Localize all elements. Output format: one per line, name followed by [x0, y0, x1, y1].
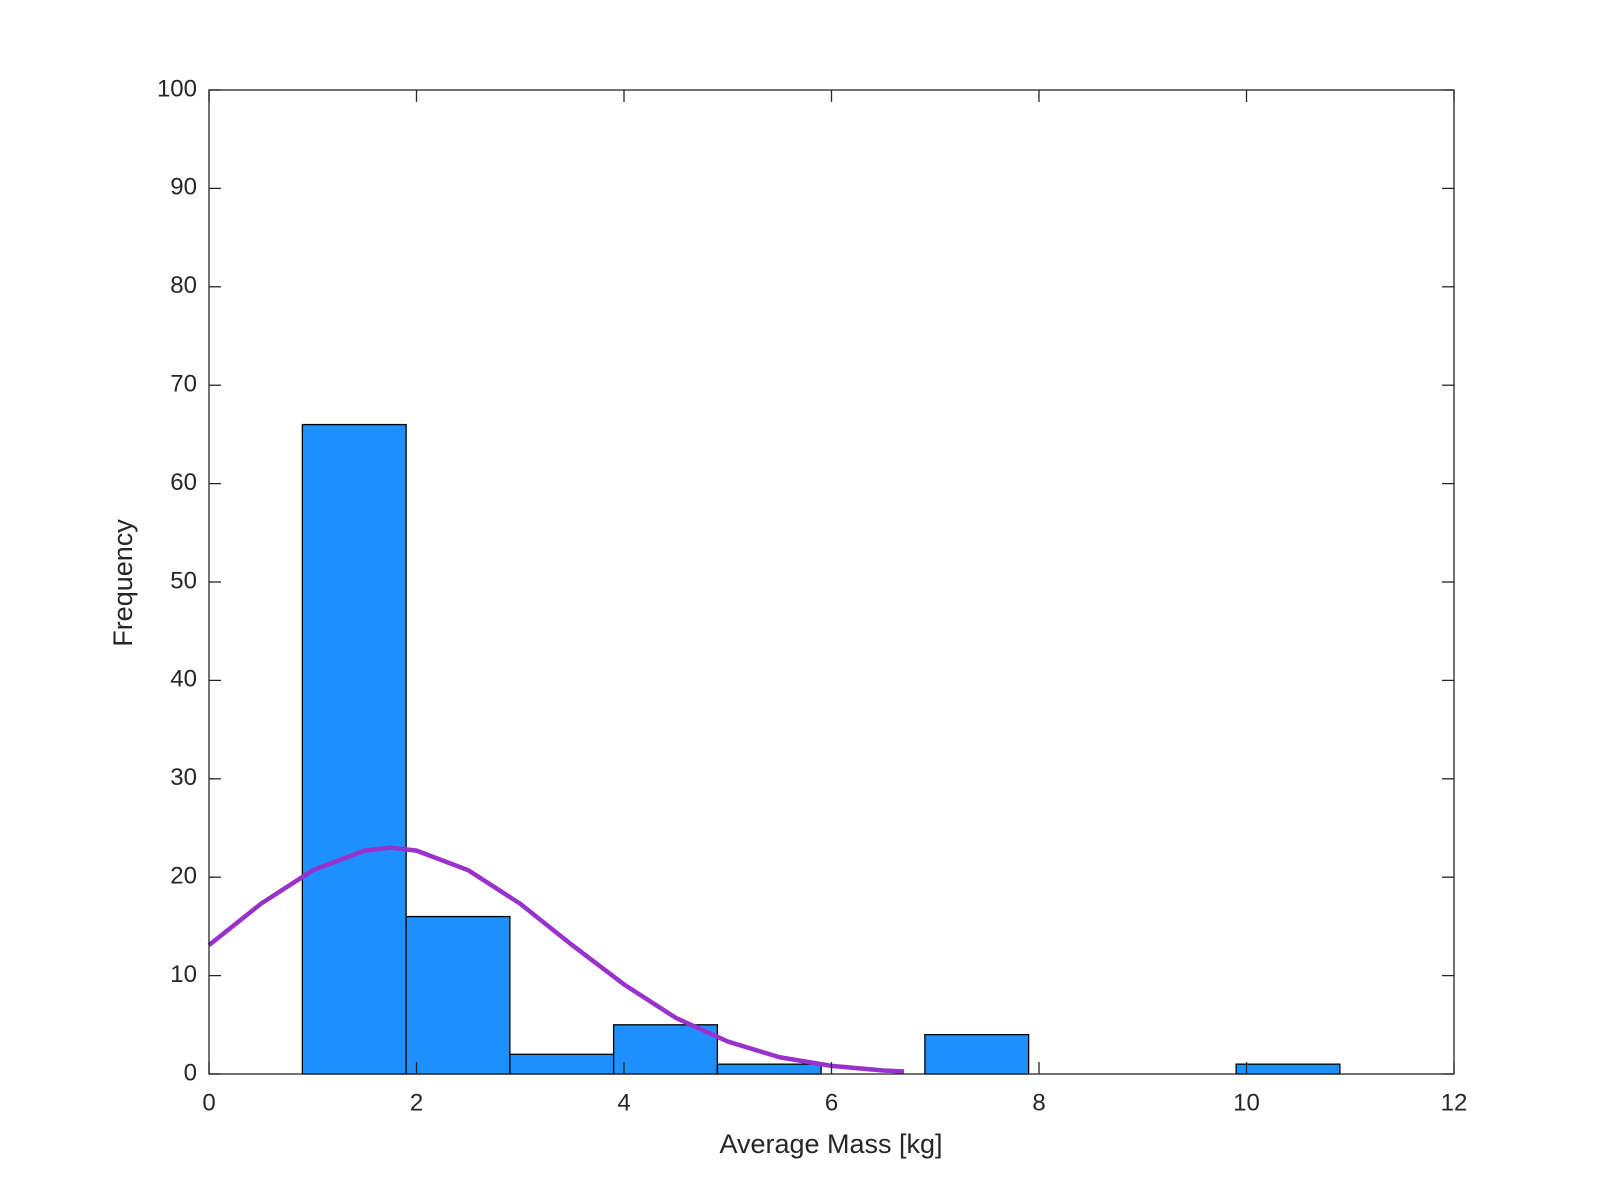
- y-axis-label: Frequency: [108, 519, 138, 647]
- y-tick-label: 60: [170, 469, 197, 496]
- x-tick-label: 2: [410, 1089, 423, 1116]
- y-tick-label: 70: [170, 371, 197, 398]
- fit-curve: [207, 845, 905, 1074]
- x-axis-label: Average Mass [kg]: [719, 1129, 942, 1159]
- bar: [1235, 1063, 1341, 1075]
- y-tick-label: 100: [157, 75, 197, 102]
- y-tick-label: 50: [170, 567, 197, 594]
- y-tick-label: 20: [170, 863, 197, 890]
- y-tick-label: 0: [184, 1059, 197, 1086]
- y-tick-label: 80: [170, 272, 197, 299]
- bar: [612, 1024, 719, 1075]
- x-tick-label: 8: [1032, 1089, 1045, 1116]
- bar: [924, 1033, 1030, 1075]
- bar: [716, 1063, 822, 1075]
- x-tick-label: 10: [1233, 1089, 1260, 1116]
- x-tick-label: 0: [202, 1089, 215, 1116]
- y-tick-label: 10: [170, 961, 197, 988]
- x-tick-label: 6: [825, 1089, 838, 1116]
- y-tick-label: 30: [170, 764, 197, 791]
- y-tick-label: 90: [170, 174, 197, 201]
- bar: [405, 915, 511, 1075]
- bar: [509, 1053, 615, 1075]
- bar: [301, 423, 407, 1075]
- x-tick-label: 12: [1441, 1089, 1468, 1116]
- x-tick-label: 4: [617, 1089, 630, 1116]
- y-tick-label: 40: [170, 666, 197, 693]
